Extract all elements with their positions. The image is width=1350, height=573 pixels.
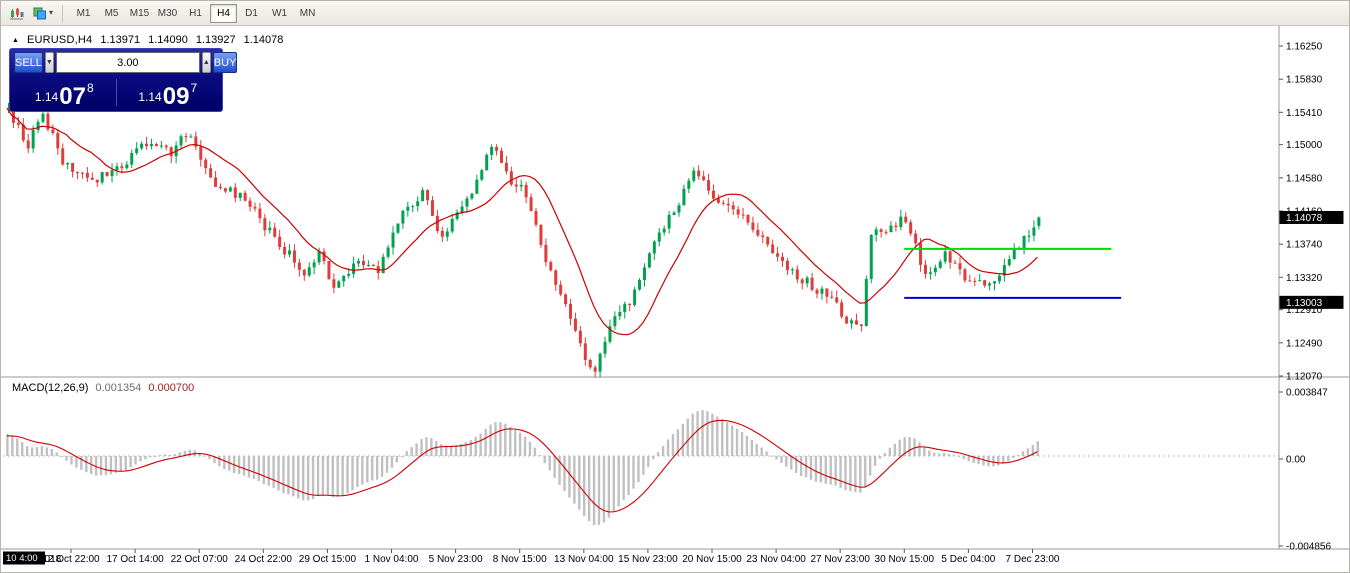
timeframe-button-m30[interactable]: M30 bbox=[154, 4, 181, 23]
buy-price-big-digits: 09 bbox=[162, 82, 190, 110]
symbol-marker-icon: ▲ bbox=[12, 36, 19, 44]
svg-text:7 Dec 23:00: 7 Dec 23:00 bbox=[1006, 554, 1060, 565]
svg-text:1.14580: 1.14580 bbox=[1286, 173, 1323, 184]
svg-text:1.12490: 1.12490 bbox=[1286, 338, 1323, 349]
svg-text:2018: 2018 bbox=[39, 554, 62, 565]
bar-chart-icon bbox=[10, 7, 24, 19]
svg-text:1.13320: 1.13320 bbox=[1286, 273, 1323, 284]
svg-text:0.003847: 0.003847 bbox=[1286, 388, 1328, 399]
svg-text:0.00: 0.00 bbox=[1286, 455, 1306, 466]
svg-text:22 Oct 07:00: 22 Oct 07:00 bbox=[171, 554, 229, 565]
svg-text:8 Nov 15:00: 8 Nov 15:00 bbox=[493, 554, 547, 565]
candles-group bbox=[7, 102, 1041, 378]
buy-price[interactable]: 1.14 09 7 bbox=[118, 81, 219, 110]
trend-lines-group[interactable] bbox=[904, 247, 1122, 299]
svg-text:24 Oct 22:00: 24 Oct 22:00 bbox=[235, 554, 293, 565]
svg-text:12 Oct 22:00: 12 Oct 22:00 bbox=[42, 554, 100, 565]
chevron-down-icon: ▾ bbox=[49, 8, 54, 17]
timeframe-button-w1[interactable]: W1 bbox=[266, 4, 293, 23]
sell-button[interactable]: SELL bbox=[14, 52, 43, 73]
sell-price[interactable]: 1.14 07 8 bbox=[14, 81, 115, 110]
ohlc-low: 1.13927 bbox=[195, 34, 236, 46]
trade-controls-row: SELL ▼ ▲ BUY bbox=[14, 52, 238, 73]
sell-price-prefix: 1.14 bbox=[34, 90, 59, 104]
macd-indicator-label: MACD(12,26,9) 0.001354 0.000700 bbox=[12, 382, 194, 394]
svg-text:10 4:00: 10 4:00 bbox=[6, 553, 38, 564]
ohlc-open: 1.13971 bbox=[100, 34, 141, 46]
volume-increase-button[interactable]: ▲ bbox=[201, 52, 211, 73]
volume-input[interactable] bbox=[55, 52, 200, 73]
panel-divider[interactable] bbox=[1, 373, 1279, 381]
toolbar-separator bbox=[62, 4, 64, 22]
svg-text:30 Nov 15:00: 30 Nov 15:00 bbox=[875, 554, 935, 565]
svg-text:29 Oct 15:00: 29 Oct 15:00 bbox=[299, 554, 357, 565]
svg-text:1.13003: 1.13003 bbox=[1286, 298, 1323, 309]
timeframe-button-m1[interactable]: M1 bbox=[70, 4, 97, 23]
macd-signal-value: 0.000700 bbox=[148, 382, 195, 394]
ohlc-high: 1.14090 bbox=[148, 34, 188, 46]
svg-text:13 Nov 04:00: 13 Nov 04:00 bbox=[554, 554, 614, 565]
trade-prices-row: 1.14 07 8 1.14 09 7 bbox=[14, 73, 218, 110]
sell-price-pip-digit: 8 bbox=[86, 81, 94, 95]
svg-text:20 Nov 15:00: 20 Nov 15:00 bbox=[682, 554, 742, 565]
chart-style-dropdown-button[interactable]: ▾ bbox=[29, 3, 57, 24]
svg-text:1 Nov 04:00: 1 Nov 04:00 bbox=[365, 554, 419, 565]
macd-panel bbox=[3, 410, 1279, 525]
timeframe-button-m5[interactable]: M5 bbox=[98, 4, 125, 23]
timeframe-button-h1[interactable]: H1 bbox=[182, 4, 209, 23]
svg-text:1.16250: 1.16250 bbox=[1286, 42, 1323, 53]
timeframe-buttons: M1 M5 M15 M30 H1 H4 D1 W1 MN bbox=[70, 3, 321, 23]
svg-text:1.14078: 1.14078 bbox=[1286, 213, 1323, 224]
chart-style-icon bbox=[33, 7, 46, 19]
svg-text:1.15830: 1.15830 bbox=[1286, 75, 1323, 86]
svg-text:1.15410: 1.15410 bbox=[1286, 108, 1323, 119]
buy-price-prefix: 1.14 bbox=[138, 90, 162, 104]
chart-ohlc-header: ▲ EURUSD,H4 1.13971 1.14090 1.13927 1.14… bbox=[12, 34, 283, 46]
chart-axes[interactable]: 1.162501.158301.154101.150001.145801.141… bbox=[1, 26, 1350, 565]
timeframe-button-d1[interactable]: D1 bbox=[238, 4, 265, 23]
timeframe-button-h4[interactable]: H4 bbox=[210, 3, 238, 23]
svg-text:1.12910: 1.12910 bbox=[1286, 305, 1323, 316]
macd-name: MACD(12,26,9) bbox=[12, 382, 89, 394]
symbol-label: EURUSD,H4 bbox=[26, 34, 93, 46]
svg-text:5 Nov 23:00: 5 Nov 23:00 bbox=[429, 554, 483, 565]
sell-price-big-digits: 07 bbox=[59, 82, 86, 110]
one-click-trading-panel: SELL ▼ ▲ BUY 1.14 07 8 1.14 09 7 bbox=[9, 48, 238, 112]
buy-button[interactable]: BUY bbox=[212, 52, 238, 73]
bar-chart-icon-button[interactable] bbox=[5, 3, 28, 24]
buy-price-pip-digit: 7 bbox=[190, 81, 198, 95]
svg-text:-0.004856: -0.004856 bbox=[1286, 542, 1331, 553]
moving-average-line bbox=[6, 107, 1038, 336]
timeframe-button-m15[interactable]: M15 bbox=[126, 4, 153, 23]
svg-text:1.15000: 1.15000 bbox=[1286, 140, 1323, 151]
ohlc-close: 1.14078 bbox=[243, 34, 284, 46]
svg-text:17 Oct 14:00: 17 Oct 14:00 bbox=[106, 554, 164, 565]
svg-text:1.12070: 1.12070 bbox=[1286, 372, 1323, 383]
volume-decrease-button[interactable]: ▼ bbox=[44, 52, 54, 73]
svg-text:1.13740: 1.13740 bbox=[1286, 240, 1323, 251]
svg-text:5 Dec 04:00: 5 Dec 04:00 bbox=[941, 554, 995, 565]
svg-text:27 Nov 23:00: 27 Nov 23:00 bbox=[810, 554, 870, 565]
chart-toolbar: ▾ M1 M5 M15 M30 H1 H4 D1 W1 MN bbox=[1, 1, 1349, 26]
macd-main-value: 0.001354 bbox=[95, 382, 142, 394]
svg-text:15 Nov 23:00: 15 Nov 23:00 bbox=[618, 554, 678, 565]
price-divider bbox=[115, 79, 117, 106]
svg-text:23 Nov 04:00: 23 Nov 04:00 bbox=[746, 554, 806, 565]
timeframe-button-mn[interactable]: MN bbox=[294, 4, 321, 23]
